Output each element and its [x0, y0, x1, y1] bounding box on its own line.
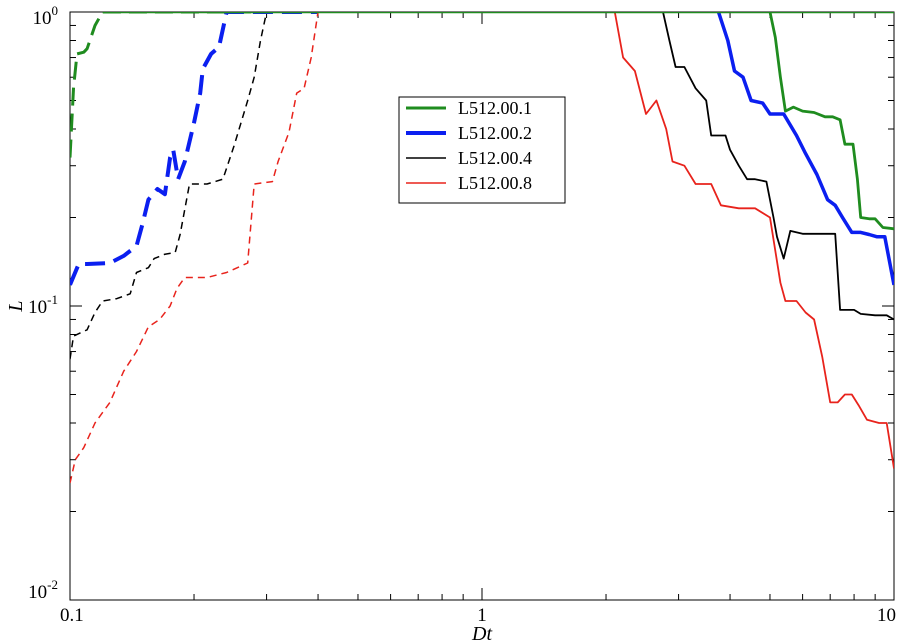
y-tick-label: 100 — [33, 3, 59, 29]
y-axis-title: L — [5, 300, 27, 312]
series-line-4 — [70, 12, 391, 484]
series-line-6 — [716, 12, 894, 286]
y-tick-label: 10-1 — [28, 292, 58, 318]
minor-ticks — [70, 12, 894, 600]
major-ticks — [69, 11, 895, 601]
series-line-1 — [70, 12, 267, 158]
x-tick-labels: 0.1 1 10 — [60, 605, 896, 626]
y-tick-label: 10-2 — [28, 577, 58, 603]
legend-label: L512.00.4 — [458, 148, 532, 168]
x-axis-title: Dt — [471, 623, 492, 643]
x-tick-label: 1 — [477, 605, 487, 626]
legend-label: L512.00.1 — [458, 98, 532, 118]
legend: L512.00.1 L512.00.2 L512.00.4 L512.00.8 — [398, 96, 566, 204]
series-line-7 — [662, 12, 894, 321]
y-tick-labels: 10-2 10-1 100 — [28, 3, 58, 603]
series-line-5 — [768, 12, 894, 231]
series-line-3 — [70, 12, 358, 360]
legend-box — [398, 96, 566, 204]
x-tick-label: 10 — [877, 605, 896, 626]
x-tick-label: 0.1 — [60, 605, 84, 626]
series-layer — [70, 12, 894, 484]
series-line-2 — [70, 12, 318, 286]
legend-label: L512.00.8 — [458, 173, 532, 193]
legend-label: L512.00.2 — [458, 123, 532, 143]
series-line-8 — [613, 12, 894, 469]
